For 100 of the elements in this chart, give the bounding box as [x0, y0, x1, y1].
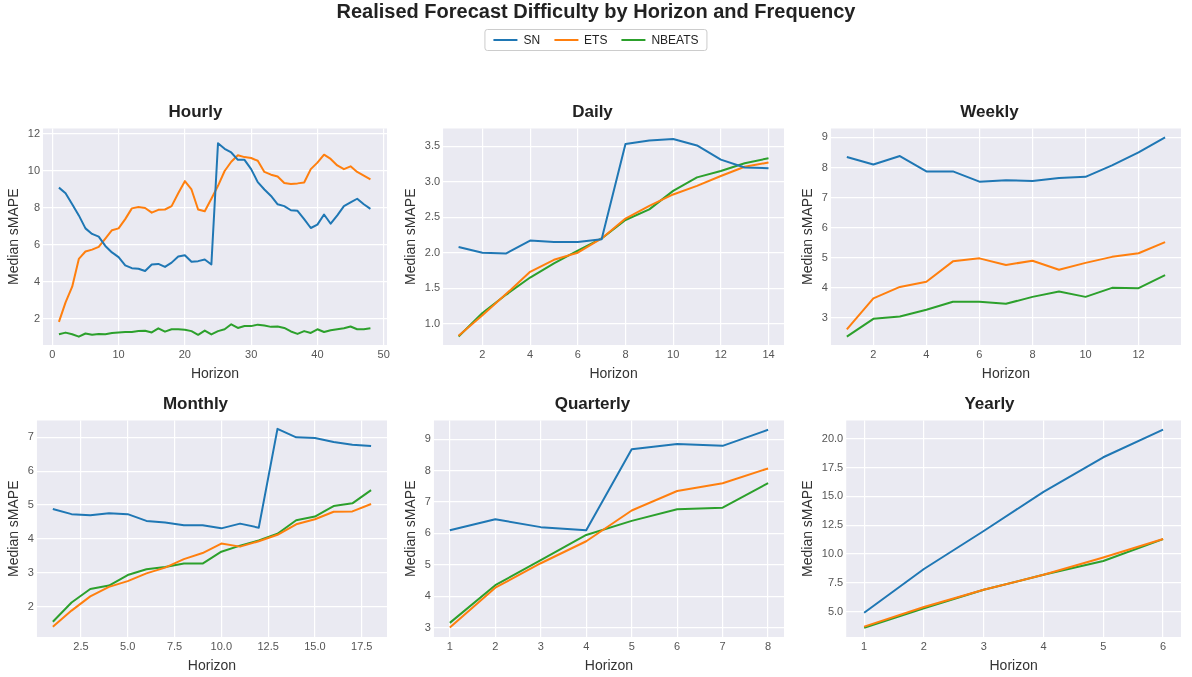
y-axis-title: Median sMAPE — [402, 480, 419, 577]
x-tick-label: 2.5 — [73, 639, 89, 652]
y-tick-label: 9 — [424, 432, 431, 445]
y-tick-label: 4 — [27, 531, 34, 544]
y-tick-label: 8 — [821, 160, 828, 173]
y-tick-label: 5 — [821, 250, 828, 263]
y-tick-label: 3.5 — [424, 139, 441, 152]
x-tick-label: 7.5 — [166, 639, 183, 652]
x-tick-label: 4 — [1040, 639, 1047, 652]
y-tick-label: 6 — [27, 464, 34, 477]
y-tick-label: 7 — [27, 430, 34, 443]
y-tick-label: 3 — [821, 310, 828, 323]
x-tick-label: 7 — [719, 639, 726, 652]
y-axis-title: Median sMAPE — [5, 480, 22, 577]
y-tick-label: 4 — [424, 589, 431, 602]
legend-label: SN — [523, 33, 541, 47]
x-tick-label: 10 — [667, 347, 680, 360]
y-tick-label: 3.0 — [424, 174, 441, 187]
y-tick-label: 6 — [33, 238, 41, 251]
x-tick-label: 5.0 — [120, 639, 136, 652]
x-tick-label: 5 — [1100, 639, 1107, 652]
x-tick-label: 10 — [1079, 347, 1092, 360]
x-tick-label: 20 — [178, 347, 191, 360]
x-tick-label: 8 — [1029, 347, 1036, 360]
y-axis-title: Median sMAPE — [402, 188, 419, 285]
y-tick-label: 1.5 — [424, 281, 441, 294]
y-tick-label: 10 — [27, 164, 41, 177]
x-tick-label: 3 — [980, 639, 987, 652]
y-tick-label: 4 — [33, 275, 41, 288]
x-tick-label: 15.0 — [304, 639, 326, 652]
x-tick-label: 3 — [537, 639, 544, 652]
x-tick-label: 4 — [583, 639, 590, 652]
y-axis-title: Median sMAPE — [799, 188, 816, 285]
x-tick-label: 6 — [1160, 639, 1167, 652]
x-axis-title: Horizon — [981, 365, 1031, 382]
x-tick-label: 50 — [377, 347, 390, 360]
y-tick-label: 5 — [424, 557, 431, 570]
x-tick-label: 12 — [1132, 347, 1145, 360]
x-tick-label: 2 — [920, 639, 927, 652]
y-tick-label: 5.0 — [827, 604, 844, 617]
x-tick-label: 2 — [870, 347, 877, 360]
y-tick-label: 8 — [424, 463, 431, 476]
x-tick-label: 14 — [762, 347, 775, 360]
x-tick-label: 4 — [527, 347, 534, 360]
y-tick-label: 20.0 — [821, 431, 844, 444]
y-tick-label: 5 — [27, 498, 34, 511]
y-tick-label: 9 — [821, 130, 828, 143]
x-tick-label: 10.0 — [210, 639, 233, 652]
y-tick-label: 6 — [821, 220, 828, 233]
legend-label: ETS — [584, 33, 608, 47]
x-tick-label: 12.5 — [257, 639, 279, 652]
x-tick-label: 17.5 — [351, 639, 373, 652]
x-tick-label: 5 — [628, 639, 635, 652]
y-tick-label: 2.5 — [424, 210, 441, 223]
chart-title: Quarterly — [554, 393, 631, 413]
x-tick-label: 6 — [674, 639, 681, 652]
y-tick-label: 6 — [424, 526, 431, 539]
x-axis-title: Horizon — [190, 365, 240, 382]
y-tick-label: 7 — [424, 495, 431, 508]
y-tick-label: 10.0 — [821, 547, 844, 560]
y-axis-title: Median sMAPE — [799, 480, 816, 577]
y-tick-label: 2.0 — [424, 245, 441, 258]
y-tick-label: 1.0 — [424, 316, 441, 329]
x-tick-label: 2 — [492, 639, 499, 652]
x-tick-label: 1 — [861, 639, 868, 652]
chart-title: Yearly — [964, 393, 1016, 413]
chart-title: Weekly — [960, 101, 1020, 121]
x-tick-label: 8 — [765, 639, 772, 652]
y-tick-label: 7.5 — [827, 575, 844, 588]
x-tick-label: 6 — [976, 347, 983, 360]
x-tick-label: 8 — [622, 347, 629, 360]
x-tick-label: 6 — [574, 347, 581, 360]
y-tick-label: 4 — [821, 280, 828, 293]
x-tick-label: 1 — [446, 639, 453, 652]
y-tick-label: 2 — [27, 599, 34, 612]
y-tick-label: 12.5 — [821, 518, 844, 531]
y-tick-label: 15.0 — [821, 489, 844, 502]
x-tick-label: 40 — [311, 347, 324, 360]
text: Realised Forecast Difficulty by Horizon and Frequency — [335, 0, 857, 22]
chart-title: Daily — [572, 101, 614, 121]
x-tick-label: 30 — [245, 347, 258, 360]
x-axis-title: Horizon — [584, 657, 634, 674]
y-tick-label: 7 — [821, 190, 828, 203]
x-tick-label: 2 — [479, 347, 486, 360]
chart-title: Monthly — [162, 393, 229, 413]
y-tick-label: 8 — [33, 201, 41, 214]
y-tick-label: 3 — [424, 620, 431, 633]
legend-label: NBEATS — [651, 33, 699, 47]
x-axis-title: Horizon — [187, 657, 237, 674]
x-tick-label: 12 — [714, 347, 727, 360]
y-axis-title: Median sMAPE — [5, 188, 22, 285]
x-axis-title: Horizon — [989, 657, 1038, 674]
x-tick-label: 10 — [112, 347, 125, 360]
y-tick-label: 17.5 — [821, 460, 844, 473]
y-tick-label: 12 — [27, 126, 41, 139]
chart-title: Hourly — [168, 101, 223, 121]
y-tick-label: 2 — [33, 312, 41, 325]
y-tick-label: 3 — [27, 565, 34, 578]
x-tick-label: 0 — [49, 347, 56, 360]
x-tick-label: 4 — [923, 347, 930, 360]
